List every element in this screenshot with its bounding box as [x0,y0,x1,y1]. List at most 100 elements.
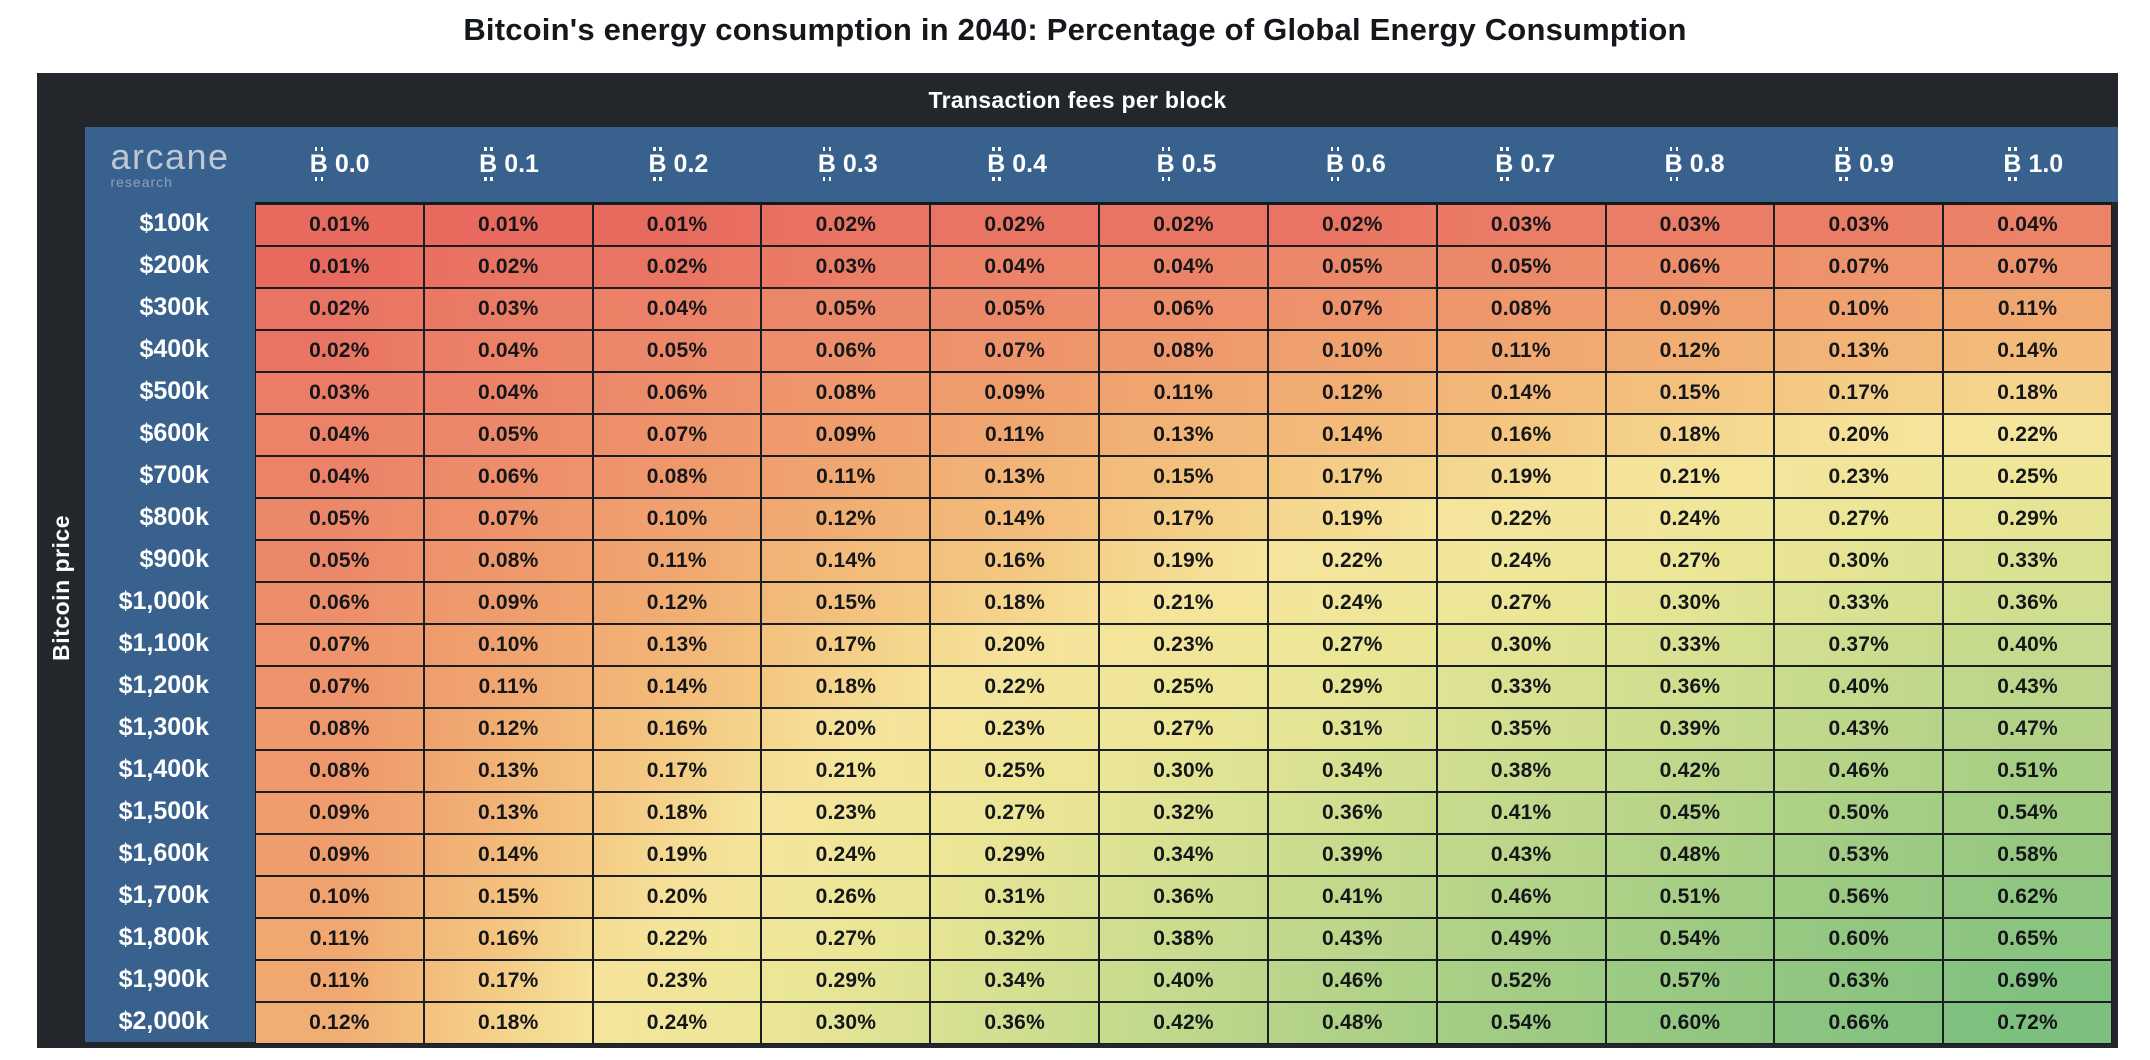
heatmap-cell: 0.03% [423,288,593,330]
column-header-value: 0.4 [1012,150,1048,178]
heatmap-cell: 0.06% [423,456,593,498]
heatmap-cell: 0.27% [1605,540,1775,582]
column-header-value: 0.2 [673,150,709,178]
row-label: $800k [139,502,209,531]
heatmap-table: Transaction fees per block arcane resear… [37,73,2118,1048]
heatmap-cell: 0.06% [1605,246,1775,288]
heatmap-cell: 0.38% [1099,918,1268,960]
heatmap-cell: 0.39% [1605,708,1775,750]
heatmap-cell: 0.22% [592,918,762,960]
heatmap-cell: 0.34% [1267,750,1437,792]
heatmap-cell: 0.17% [761,624,931,666]
heatmap-cell: 0.45% [1605,792,1775,834]
heatmap-cell: 0.03% [255,372,424,414]
heatmap-cell: 0.10% [1774,288,1944,330]
heatmap-cell: 0.03% [1774,204,1944,246]
heatmap-cell: 0.06% [255,582,424,624]
heatmap-cell: 0.53% [1774,834,1944,876]
heatmap-cell: 0.31% [1267,708,1437,750]
heatmap-cell: 0.05% [930,288,1100,330]
heatmap-cell: 0.72% [1943,1002,2112,1044]
heatmap-cell: 0.06% [1099,288,1268,330]
heatmap-cell: 0.19% [592,834,762,876]
bitcoin-sign-icon: B [1156,147,1175,181]
heatmap-cell: 0.60% [1605,1002,1775,1044]
heatmap-cell: 0.47% [1943,708,2112,750]
row-label: $100k [139,208,209,237]
heatmap-cell: 0.24% [1436,540,1606,582]
heatmap-cell: 0.34% [930,960,1100,1002]
heatmap-cell: 0.14% [1436,372,1606,414]
heatmap-cell: 0.02% [423,246,593,288]
heatmap-cell: 0.07% [1267,288,1437,330]
heatmap-cell: 0.11% [592,540,762,582]
heatmap-cell: 0.18% [930,582,1100,624]
heatmap-cell: 0.27% [930,792,1100,834]
heatmap-cell: 0.18% [423,1002,593,1044]
heatmap-cell: 0.39% [1267,834,1437,876]
heatmap-cell: 0.13% [1774,330,1944,372]
heatmap-cell: 0.14% [761,540,931,582]
bitcoin-sign-icon: B [648,147,667,181]
heatmap-cell: 0.23% [930,708,1100,750]
heatmap-cell: 0.06% [761,330,931,372]
heatmap-cell: 0.41% [1267,876,1437,918]
heatmap-cell: 0.29% [930,834,1100,876]
heatmap-cell: 0.54% [1436,1002,1606,1044]
row-label: $1,900k [118,964,209,993]
heatmap-cell: 0.06% [592,372,762,414]
heatmap-cell: 0.25% [1099,666,1268,708]
column-header-value: 0.6 [1351,150,1386,178]
bitcoin-sign-icon: B [479,147,498,181]
heatmap-cell: 0.35% [1436,708,1606,750]
heatmap-cell: 0.15% [423,876,593,918]
heatmap-cell: 0.54% [1943,792,2112,834]
row-label: $900k [139,544,209,573]
heatmap-cell: 0.36% [1099,876,1268,918]
heatmap-cell: 0.04% [423,372,593,414]
column-header-value: 0.9 [1859,150,1894,178]
column-header: B 0.9 [1779,127,1948,202]
heatmap-cell: 0.16% [1436,414,1606,456]
heatmap-cell: 0.05% [255,498,424,540]
heatmap-cell: 0.63% [1774,960,1944,1002]
heatmap-cell: 0.05% [592,330,762,372]
heatmap-cell: 0.21% [761,750,931,792]
heatmap-cell: 0.40% [1099,960,1268,1002]
heatmap-cell: 0.41% [1436,792,1606,834]
heatmap-cell: 0.07% [255,624,424,666]
bitcoin-sign-icon: B [817,147,836,181]
heatmap-cell: 0.27% [1099,708,1268,750]
heatmap-cell: 0.10% [423,624,593,666]
bitcoin-sign-icon: B [987,147,1006,181]
heatmap-cell: 0.11% [423,666,593,708]
heatmap-cell: 0.04% [1099,246,1268,288]
row-label: $300k [139,292,209,321]
heatmap-cell: 0.66% [1774,1002,1944,1044]
heatmap-cell: 0.02% [761,204,931,246]
heatmap-cell: 0.46% [1436,876,1606,918]
x-axis-title: Transaction fees per block [928,86,1227,113]
heatmap-cell: 0.11% [1943,288,2112,330]
heatmap-cell: 0.69% [1943,960,2112,1002]
heatmap-cell: 0.08% [761,372,931,414]
heatmap-cell: 0.24% [1267,582,1437,624]
heatmap-cell: 0.15% [1099,456,1268,498]
heatmap-cell: 0.11% [255,960,424,1002]
heatmap-cell: 0.02% [930,204,1100,246]
heatmap-cell: 0.07% [1774,246,1944,288]
heatmap-cell: 0.26% [761,876,931,918]
column-header-value: 0.3 [842,150,878,178]
column-header: B 0.2 [594,127,763,202]
bitcoin-sign-icon: B [309,147,328,181]
heatmap-cell: 0.48% [1267,1002,1437,1044]
heatmap-cell: 0.04% [1943,204,2112,246]
heatmap-cell: 0.07% [423,498,593,540]
heatmap-cell: 0.33% [1605,624,1775,666]
heatmap-cell: 0.08% [255,708,424,750]
column-header: B 0.6 [1271,127,1440,202]
row-label: $2,000k [118,1006,209,1035]
column-header-value: 0.0 [334,150,370,178]
heatmap-cell: 0.02% [1099,204,1268,246]
heatmap-cell: 0.60% [1774,918,1944,960]
